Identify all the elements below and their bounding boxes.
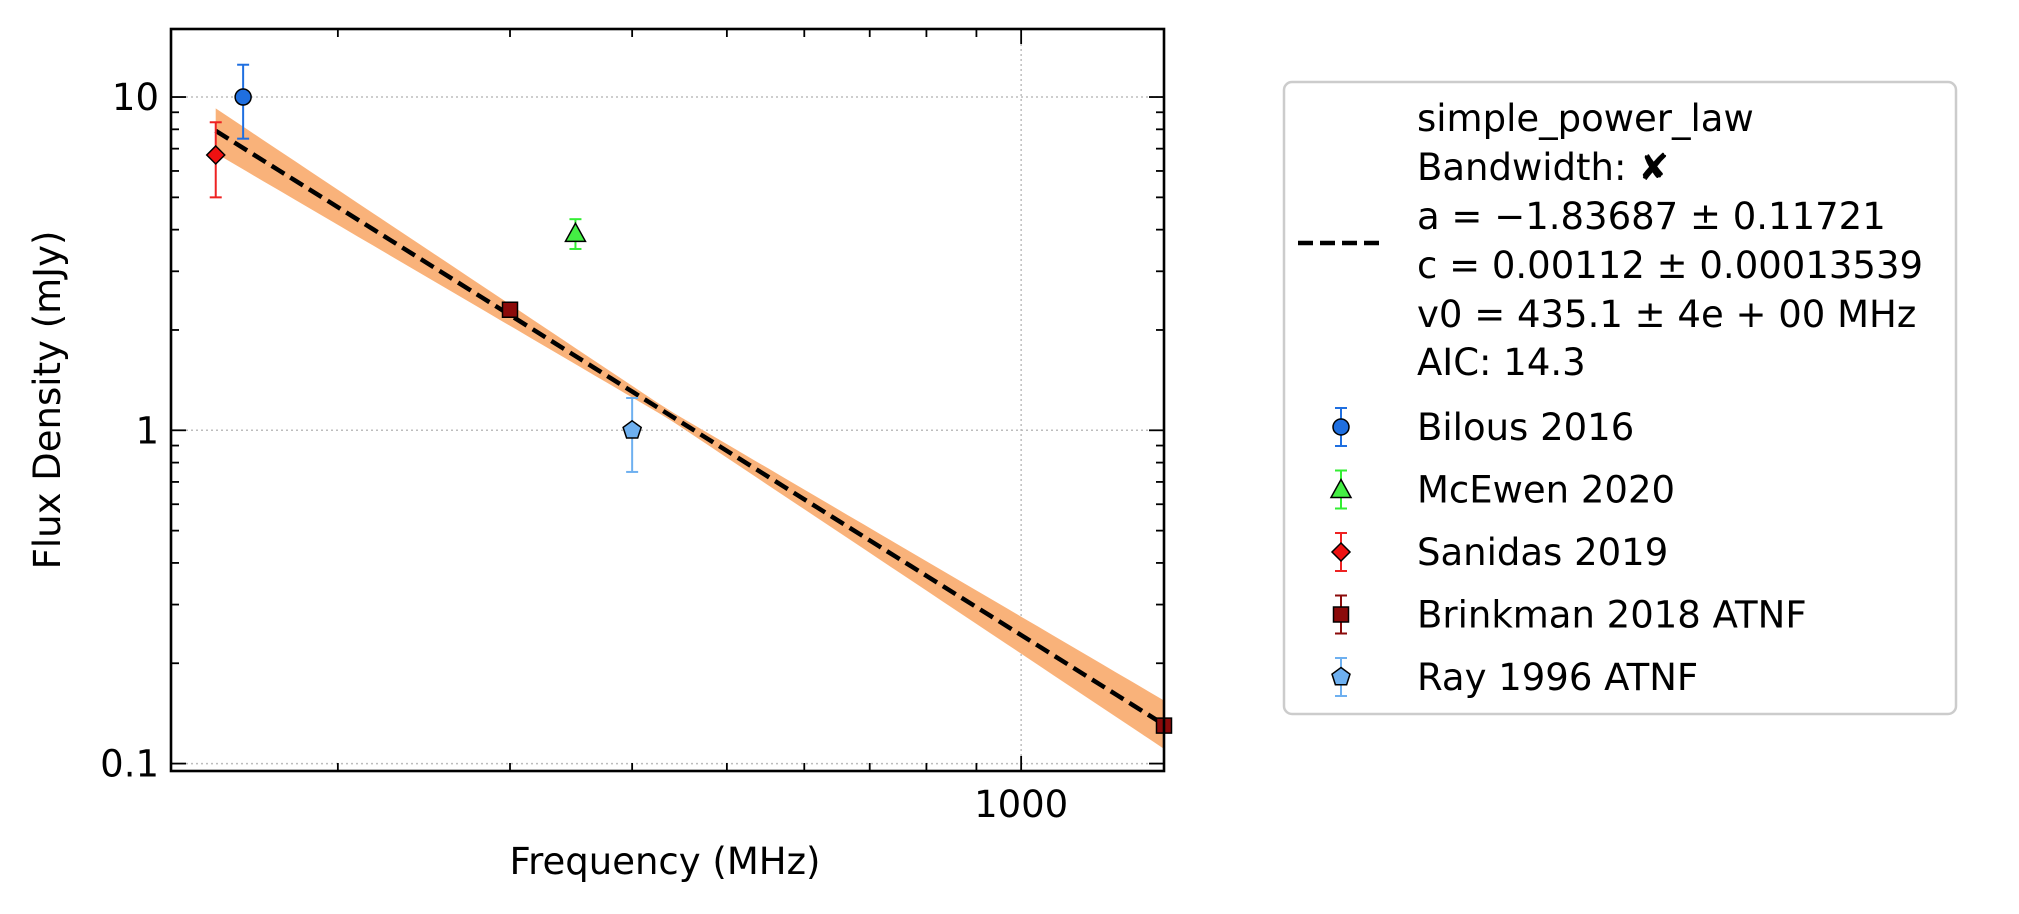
axis-ticks <box>171 29 1164 771</box>
x-axis-label: Frequency (MHz) <box>510 840 821 883</box>
legend-fit-name: simple_power_law <box>1417 97 1754 140</box>
data-point <box>622 419 643 439</box>
legend-marker <box>1332 606 1350 623</box>
legend-item: Sanidas 2019 <box>1330 531 1668 574</box>
legend-item: McEwen 2020 <box>1329 469 1675 512</box>
legend-item: Bilous 2016 <box>1332 406 1634 449</box>
y-axis-label: Flux Density (mJy) <box>26 231 69 570</box>
fit-line <box>214 128 1166 727</box>
data-point <box>234 88 252 106</box>
legend-label: Ray 1996 ATNF <box>1417 656 1698 699</box>
data-point <box>501 301 519 318</box>
legend-bandwidth-label: Bandwidth: <box>1417 146 1638 189</box>
legend-bandwidth: Bandwidth: ✘ <box>1417 146 1669 189</box>
tick-labels: 1000 0.1 1 10 <box>100 76 1068 826</box>
legend-label: McEwen 2020 <box>1417 469 1675 512</box>
legend-aic: AIC: 14.3 <box>1417 341 1586 384</box>
legend-label: Brinkman 2018 ATNF <box>1417 594 1807 637</box>
legend: simple_power_law Bandwidth: ✘ a = −1.836… <box>1282 80 1958 716</box>
fit-line-layer <box>214 128 1166 727</box>
legend-param-v0: v0 = 435.1 ± 4e + 00 MHz <box>1417 293 1916 336</box>
data-points-layer <box>205 63 1173 734</box>
x-tick-label: 1000 <box>974 783 1068 826</box>
data-point <box>564 221 587 243</box>
legend-series-entries: Bilous 2016 McEwen 2020 Sanidas 2019 Brinkm… <box>1329 406 1807 699</box>
legend-marker <box>1331 666 1351 686</box>
legend-label: Bilous 2016 <box>1417 406 1634 449</box>
legend-marker <box>1330 541 1352 563</box>
plot-frame <box>169 27 1166 773</box>
legend-param-c: c = 0.00112 ± 0.00013539 <box>1417 244 1923 287</box>
y-tick-label: 0.1 <box>100 743 159 786</box>
legend-marker <box>1329 477 1353 499</box>
legend-param-a: a = −1.83687 ± 0.11721 <box>1417 195 1886 238</box>
y-tick-label: 10 <box>112 76 159 119</box>
grid-lines <box>171 29 1164 771</box>
y-tick-label: 1 <box>135 409 159 452</box>
legend-frame <box>1282 80 1958 716</box>
legend-item: Brinkman 2018 ATNF <box>1332 594 1807 637</box>
legend-label: Sanidas 2019 <box>1417 531 1668 574</box>
legend-item: Ray 1996 ATNF <box>1331 656 1698 699</box>
legend-marker <box>1332 418 1350 436</box>
data-point <box>205 144 226 166</box>
legend-bandwidth-mark: ✘ <box>1638 146 1669 189</box>
